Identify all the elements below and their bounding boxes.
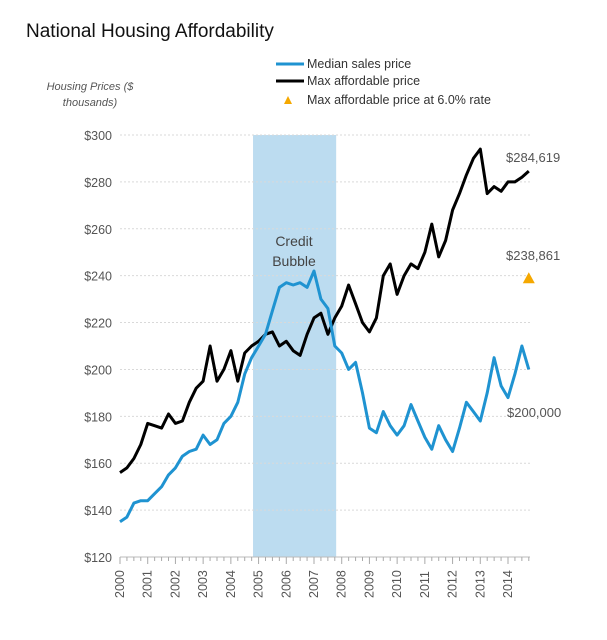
median-sales-price-line <box>119 269 531 524</box>
y-tick-label: $220 <box>84 317 112 331</box>
legend-label-point: Max affordable price at 6.0% rate <box>307 93 491 107</box>
max-end-label: $284,619 <box>506 150 560 165</box>
legend: Median sales price Max affordable price … <box>276 57 491 107</box>
max-affordable-price-line <box>119 147 530 474</box>
legend-label-max: Max affordable price <box>307 74 420 88</box>
y-tick-label: $200 <box>84 363 112 377</box>
y-tick-label: $160 <box>84 457 112 471</box>
y-tick-label: $260 <box>84 223 112 237</box>
x-tick-label: 2008 <box>335 570 349 598</box>
y-axis-label-line1: Housing Prices ($ <box>47 81 135 93</box>
y-axis-label-line2: thousands) <box>63 97 118 109</box>
x-tick-label: 2000 <box>113 570 127 598</box>
chart-title: National Housing Affordability <box>26 21 274 42</box>
x-tick-label: 2002 <box>168 570 182 598</box>
x-tick-label: 2014 <box>501 570 515 598</box>
x-tick-label: 2013 <box>473 570 487 598</box>
y-tick-label: $180 <box>84 410 112 424</box>
y-tick-label: $280 <box>84 176 112 190</box>
x-tick-label: 2006 <box>279 570 293 598</box>
x-tick-label: 2007 <box>307 570 321 598</box>
x-tick-label: 2005 <box>252 570 266 598</box>
point-label: $238,861 <box>506 248 560 263</box>
x-tick-label: 2010 <box>390 570 404 598</box>
bubble-label-line2: Bubble <box>272 253 316 269</box>
x-tick-label: 2003 <box>196 570 210 598</box>
y-tick-label: $140 <box>84 504 112 518</box>
x-tick-label: 2001 <box>141 570 155 598</box>
affordable-at-6pct-marker <box>522 272 535 284</box>
x-tick-label: 2009 <box>362 570 376 598</box>
legend-label-median: Median sales price <box>307 57 411 71</box>
y-tick-label: $120 <box>84 551 112 565</box>
credit-bubble-region <box>253 135 337 557</box>
legend-triangle-icon <box>284 96 292 104</box>
x-tick-label: 2011 <box>418 571 432 598</box>
bubble-label-line1: Credit <box>275 233 312 249</box>
x-tick-label: 2012 <box>446 570 460 598</box>
x-tick-label: 2004 <box>224 570 238 598</box>
median-end-label: $200,000 <box>507 405 561 420</box>
y-tick-label: $240 <box>84 270 112 284</box>
y-tick-label: $300 <box>84 129 112 143</box>
